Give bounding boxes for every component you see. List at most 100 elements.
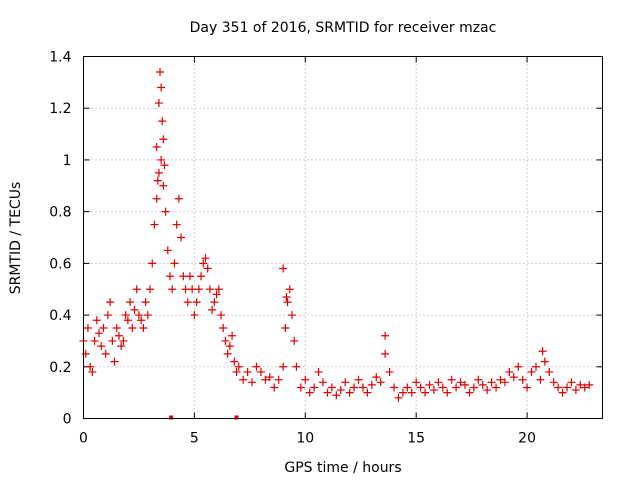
zero-marker [169, 415, 174, 420]
data-point [203, 264, 212, 273]
y-tick-label: 0 [63, 412, 72, 428]
data-point [86, 362, 95, 371]
data-point [274, 375, 283, 384]
data-point [210, 298, 219, 307]
data-point [319, 378, 328, 387]
data-point [99, 324, 108, 332]
plot-frame [83, 56, 603, 419]
data-point [214, 285, 223, 294]
data-point [199, 259, 208, 268]
data-point [156, 68, 165, 77]
data-point [95, 329, 104, 338]
data-point [363, 388, 372, 397]
data-point [158, 117, 167, 126]
data-point [447, 375, 456, 384]
data-point [243, 367, 252, 376]
data-point [310, 383, 319, 392]
data-point [523, 383, 532, 392]
data-point [296, 383, 305, 392]
axis-ticks: 0 0.2 0.4 0.6 0.8 1 1.2 1.4 0 5 10 15 20 [49, 50, 603, 447]
x-tick-label: 10 [296, 431, 314, 447]
data-point [279, 362, 288, 371]
data-point [141, 298, 150, 307]
data-point [256, 367, 265, 376]
data-point [103, 311, 112, 320]
data-point [217, 311, 226, 320]
data-point [358, 383, 367, 392]
data-point [554, 383, 563, 392]
data-point [390, 383, 399, 392]
data-point [429, 386, 438, 395]
data-point [425, 380, 434, 389]
data-point [81, 349, 90, 358]
data-point [336, 386, 345, 395]
y-tick-label: 0.8 [49, 205, 71, 221]
data-point [239, 375, 248, 384]
data-point [261, 375, 270, 384]
data-points [79, 68, 594, 420]
data-point [287, 311, 296, 320]
data-point [194, 285, 203, 294]
data-point [381, 331, 390, 340]
data-point [465, 388, 474, 397]
data-point [540, 357, 549, 366]
data-point [341, 378, 350, 387]
data-point [585, 380, 594, 389]
data-point [385, 367, 394, 376]
data-point [83, 324, 92, 332]
data-point [509, 373, 518, 382]
data-point [283, 298, 292, 307]
data-point [438, 383, 447, 392]
data-point [137, 316, 146, 325]
data-point [505, 367, 514, 376]
data-point [128, 324, 137, 332]
data-point [112, 324, 121, 332]
data-point [130, 305, 139, 314]
data-point [143, 311, 152, 320]
data-point [407, 388, 416, 397]
data-point [148, 259, 157, 268]
data-point [212, 290, 221, 299]
data-point [154, 168, 163, 177]
data-point [154, 99, 163, 108]
data-point [166, 272, 174, 281]
data-point [323, 388, 332, 397]
data-point [538, 347, 547, 356]
data-point [327, 383, 336, 392]
data-point [492, 383, 501, 392]
x-tick-label: 20 [518, 431, 536, 447]
data-point [558, 388, 567, 397]
data-point [146, 285, 155, 294]
x-tick-label: 0 [79, 431, 88, 447]
data-point [518, 375, 527, 384]
y-axis-label: SRMTID / TECUs [8, 182, 24, 295]
data-point [157, 83, 166, 92]
data-point [469, 383, 478, 392]
data-point [563, 383, 572, 392]
data-point [114, 331, 123, 340]
data-point [576, 380, 585, 389]
y-tick-label: 1 [63, 153, 72, 169]
data-point [201, 254, 210, 263]
data-point [205, 285, 214, 294]
data-point [159, 135, 168, 144]
data-point [483, 386, 492, 395]
data-point [292, 362, 301, 371]
data-point [106, 298, 115, 307]
data-point [152, 143, 161, 151]
data-point [208, 305, 217, 314]
data-point [416, 383, 425, 392]
data-point [452, 383, 461, 392]
data-point [230, 357, 239, 366]
data-point [305, 388, 314, 397]
data-point [372, 373, 381, 382]
data-point [221, 336, 230, 345]
data-point [219, 324, 228, 332]
data-point [443, 388, 452, 397]
data-point [101, 349, 110, 358]
data-point [97, 342, 106, 351]
data-point [279, 264, 288, 273]
data-point [496, 375, 505, 384]
data-point [290, 336, 299, 345]
